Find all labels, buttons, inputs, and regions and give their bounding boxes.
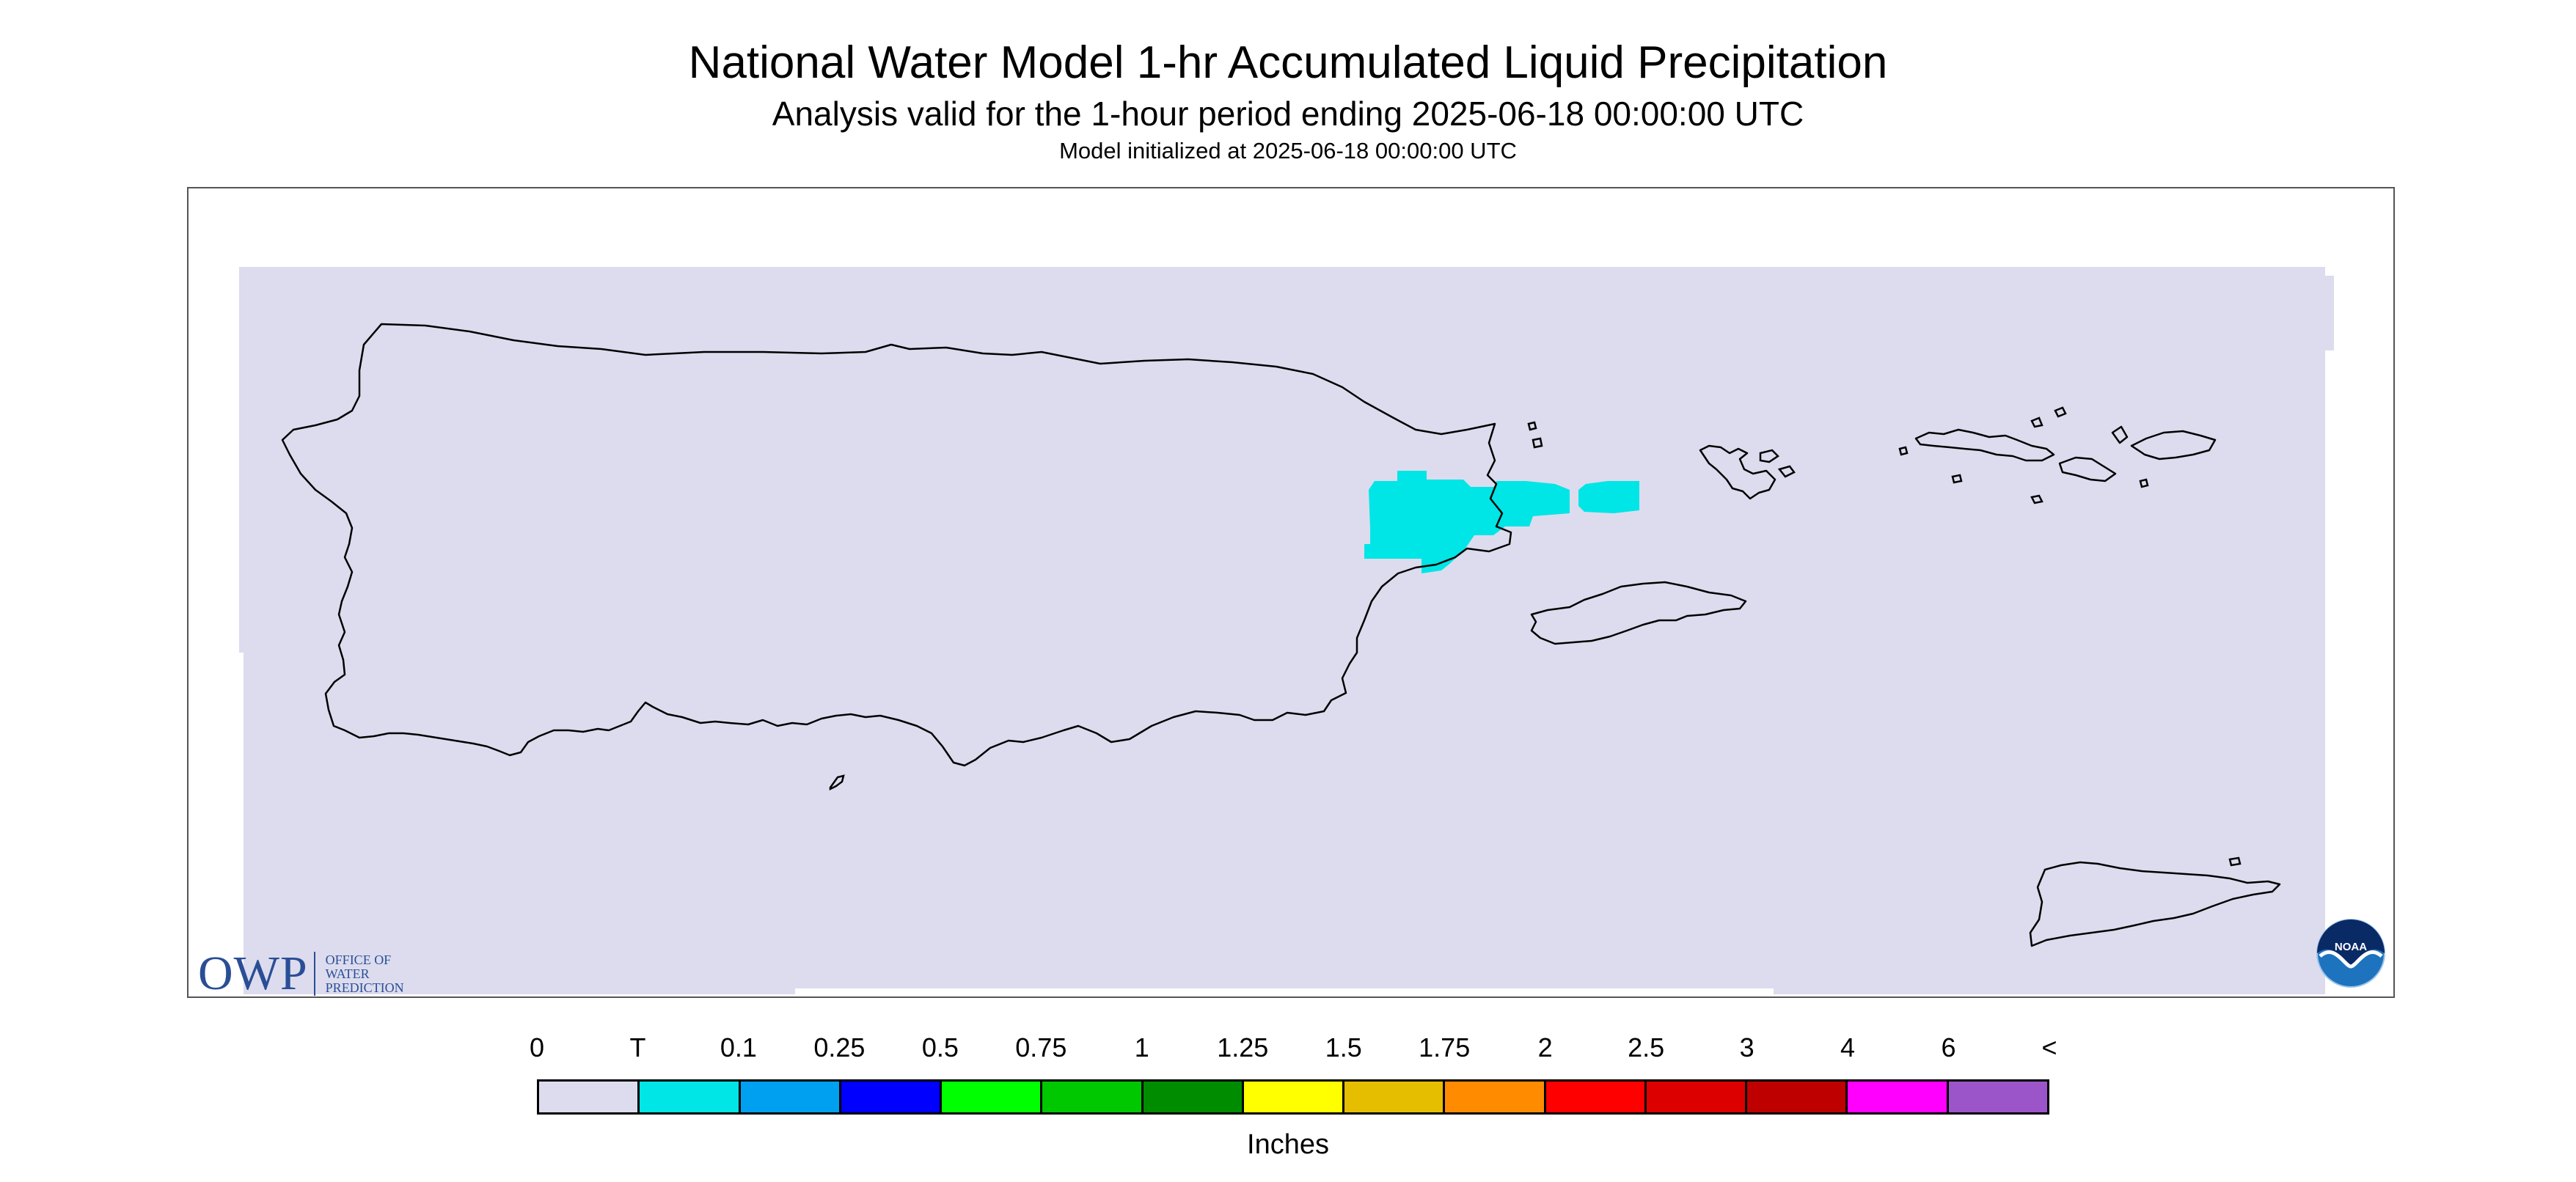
st-croix-outline	[2029, 861, 2281, 947]
legend-swatch	[1143, 1082, 1244, 1112]
legend-tick-label: 1	[1134, 1032, 1149, 1062]
legend-tick-label: 1.75	[1419, 1032, 1471, 1062]
noaa-logo-text: NOAA	[2335, 941, 2367, 953]
legend-swatch	[942, 1082, 1043, 1112]
owp-logo-line: PREDICTION	[325, 980, 404, 995]
virgin-gorda-outline	[2111, 425, 2129, 444]
legend-tick-label: 0.5	[921, 1032, 959, 1062]
legend-tick-label: <	[2041, 1032, 2057, 1062]
islet-outline	[2054, 406, 2067, 418]
islet-outline	[2030, 494, 2043, 504]
legend-tick-label: 3	[1739, 1032, 1754, 1062]
legend-swatch	[1344, 1082, 1446, 1112]
map-title: National Water Model 1-hr Accumulated Li…	[688, 37, 1888, 88]
owp-logo-line: WATER	[325, 966, 370, 981]
legend-tick-label: T	[629, 1032, 646, 1062]
islet-outline	[1898, 446, 1909, 456]
caja-de-muertos-outline	[829, 774, 845, 791]
legend-tick-label: 6	[1941, 1032, 1956, 1062]
legend-swatch	[1042, 1082, 1144, 1112]
legend-swatch	[1948, 1082, 2047, 1112]
legend-swatch	[1243, 1082, 1345, 1112]
noaa-logo: NOAA	[2316, 919, 2385, 988]
legend-tick-label: 2	[1537, 1032, 1553, 1062]
tortola-outline	[2130, 430, 2217, 460]
owp-logo-line: OFFICE OF	[325, 952, 392, 967]
owp-logo-divider	[313, 952, 315, 996]
islet-outline	[2139, 478, 2149, 488]
legend-tick-label: 2.5	[1628, 1032, 1665, 1062]
legend-swatch	[539, 1082, 640, 1112]
legend-tick-label: 1.25	[1217, 1032, 1269, 1062]
st-thomas-outline	[1914, 428, 2055, 462]
vieques-outline	[1530, 581, 1747, 645]
model-init-note: Model initialized at 2025-06-18 00:00:00…	[1059, 138, 1517, 164]
islet-outline	[1951, 474, 1963, 484]
legend-swatch	[1848, 1082, 1949, 1112]
legend-swatch	[1646, 1082, 1748, 1112]
islet-outline	[1527, 421, 1537, 431]
legend-swatch	[1445, 1082, 1546, 1112]
islet-outline	[1532, 437, 1543, 449]
legend-tick-label: 0.25	[813, 1032, 866, 1062]
owp-logo: OWP OFFICE OF WATER PREDICTION	[198, 946, 404, 1002]
precip-area-east	[1578, 481, 1639, 513]
islet-outline	[2228, 856, 2242, 867]
legend-swatch	[1545, 1082, 1647, 1112]
color-legend-bar	[537, 1079, 2049, 1115]
owp-logo-text: OFFICE OF WATER PREDICTION	[325, 952, 404, 995]
owp-logo-mark: OWP	[198, 947, 308, 1000]
map-subtitle: Analysis valid for the 1-hour period end…	[772, 95, 1804, 133]
legend-swatch	[740, 1082, 841, 1112]
legend-tick-label: 1.5	[1325, 1032, 1362, 1062]
model-domain	[239, 267, 2334, 994]
legend-tick-label: 0.1	[720, 1032, 757, 1062]
st-john-outline	[2058, 456, 2117, 482]
legend-swatch	[1747, 1082, 1848, 1112]
legend-tick-label: 0	[529, 1032, 545, 1062]
culebra-islet-outline	[1759, 449, 1779, 463]
culebra-outline	[1699, 444, 1777, 500]
legend-tick-label: 0.75	[1015, 1032, 1067, 1062]
culebrita-outline	[1777, 465, 1796, 478]
legend-swatch	[640, 1082, 741, 1112]
precip-area	[1364, 471, 1570, 573]
legend-swatch	[841, 1082, 943, 1112]
legend-units-label: Inches	[1247, 1129, 1329, 1160]
puerto-rico-outline	[281, 323, 1512, 767]
islet-outline	[2030, 416, 2043, 428]
legend-tick-label: 4	[1840, 1032, 1856, 1062]
